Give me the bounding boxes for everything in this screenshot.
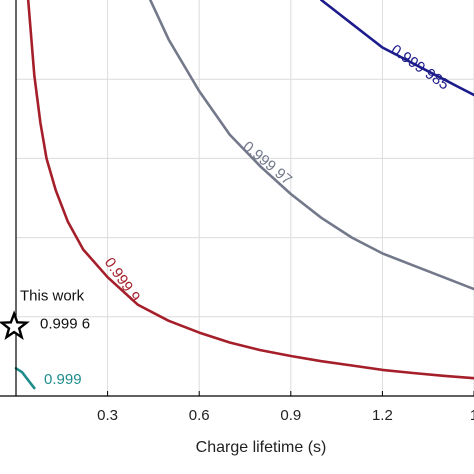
this-work-label: This work <box>20 288 85 305</box>
x-axis-ticks: 0.3 0.6 0.9 1.2 1 <box>97 391 474 424</box>
this-work-star-marker <box>0 310 30 341</box>
x-axis-title: Charge lifetime (s) <box>196 439 327 456</box>
contour-label-0: 0.999 <box>44 371 82 388</box>
x-tick-label-3: 1.2 <box>372 407 393 424</box>
contour-line-1 <box>26 0 474 380</box>
x-tick-label-0: 0.3 <box>97 407 118 424</box>
contour-line-3 <box>319 0 474 97</box>
contour-line-2 <box>149 0 474 291</box>
x-tick-label-2: 0.9 <box>280 407 301 424</box>
annotations: This work 0.999 6 <box>0 288 90 341</box>
contour-label-2: 0.999 97 <box>239 138 295 189</box>
this-work-value: 0.999 6 <box>40 316 90 333</box>
x-tick-label-1: 0.6 <box>189 407 210 424</box>
grid-lines <box>16 0 474 396</box>
contour-label-3: 0.999 985 <box>388 41 452 93</box>
contour-lines <box>14 0 474 390</box>
x-tick-label-4: 1 <box>470 407 474 424</box>
contour-line-0 <box>14 366 36 390</box>
